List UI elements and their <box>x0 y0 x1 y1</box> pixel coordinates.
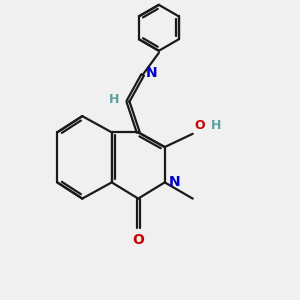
Text: N: N <box>146 66 158 80</box>
Text: H: H <box>211 119 221 132</box>
Text: N: N <box>168 176 180 189</box>
Text: O: O <box>194 119 205 132</box>
Text: H: H <box>109 93 119 106</box>
Text: O: O <box>132 233 144 247</box>
